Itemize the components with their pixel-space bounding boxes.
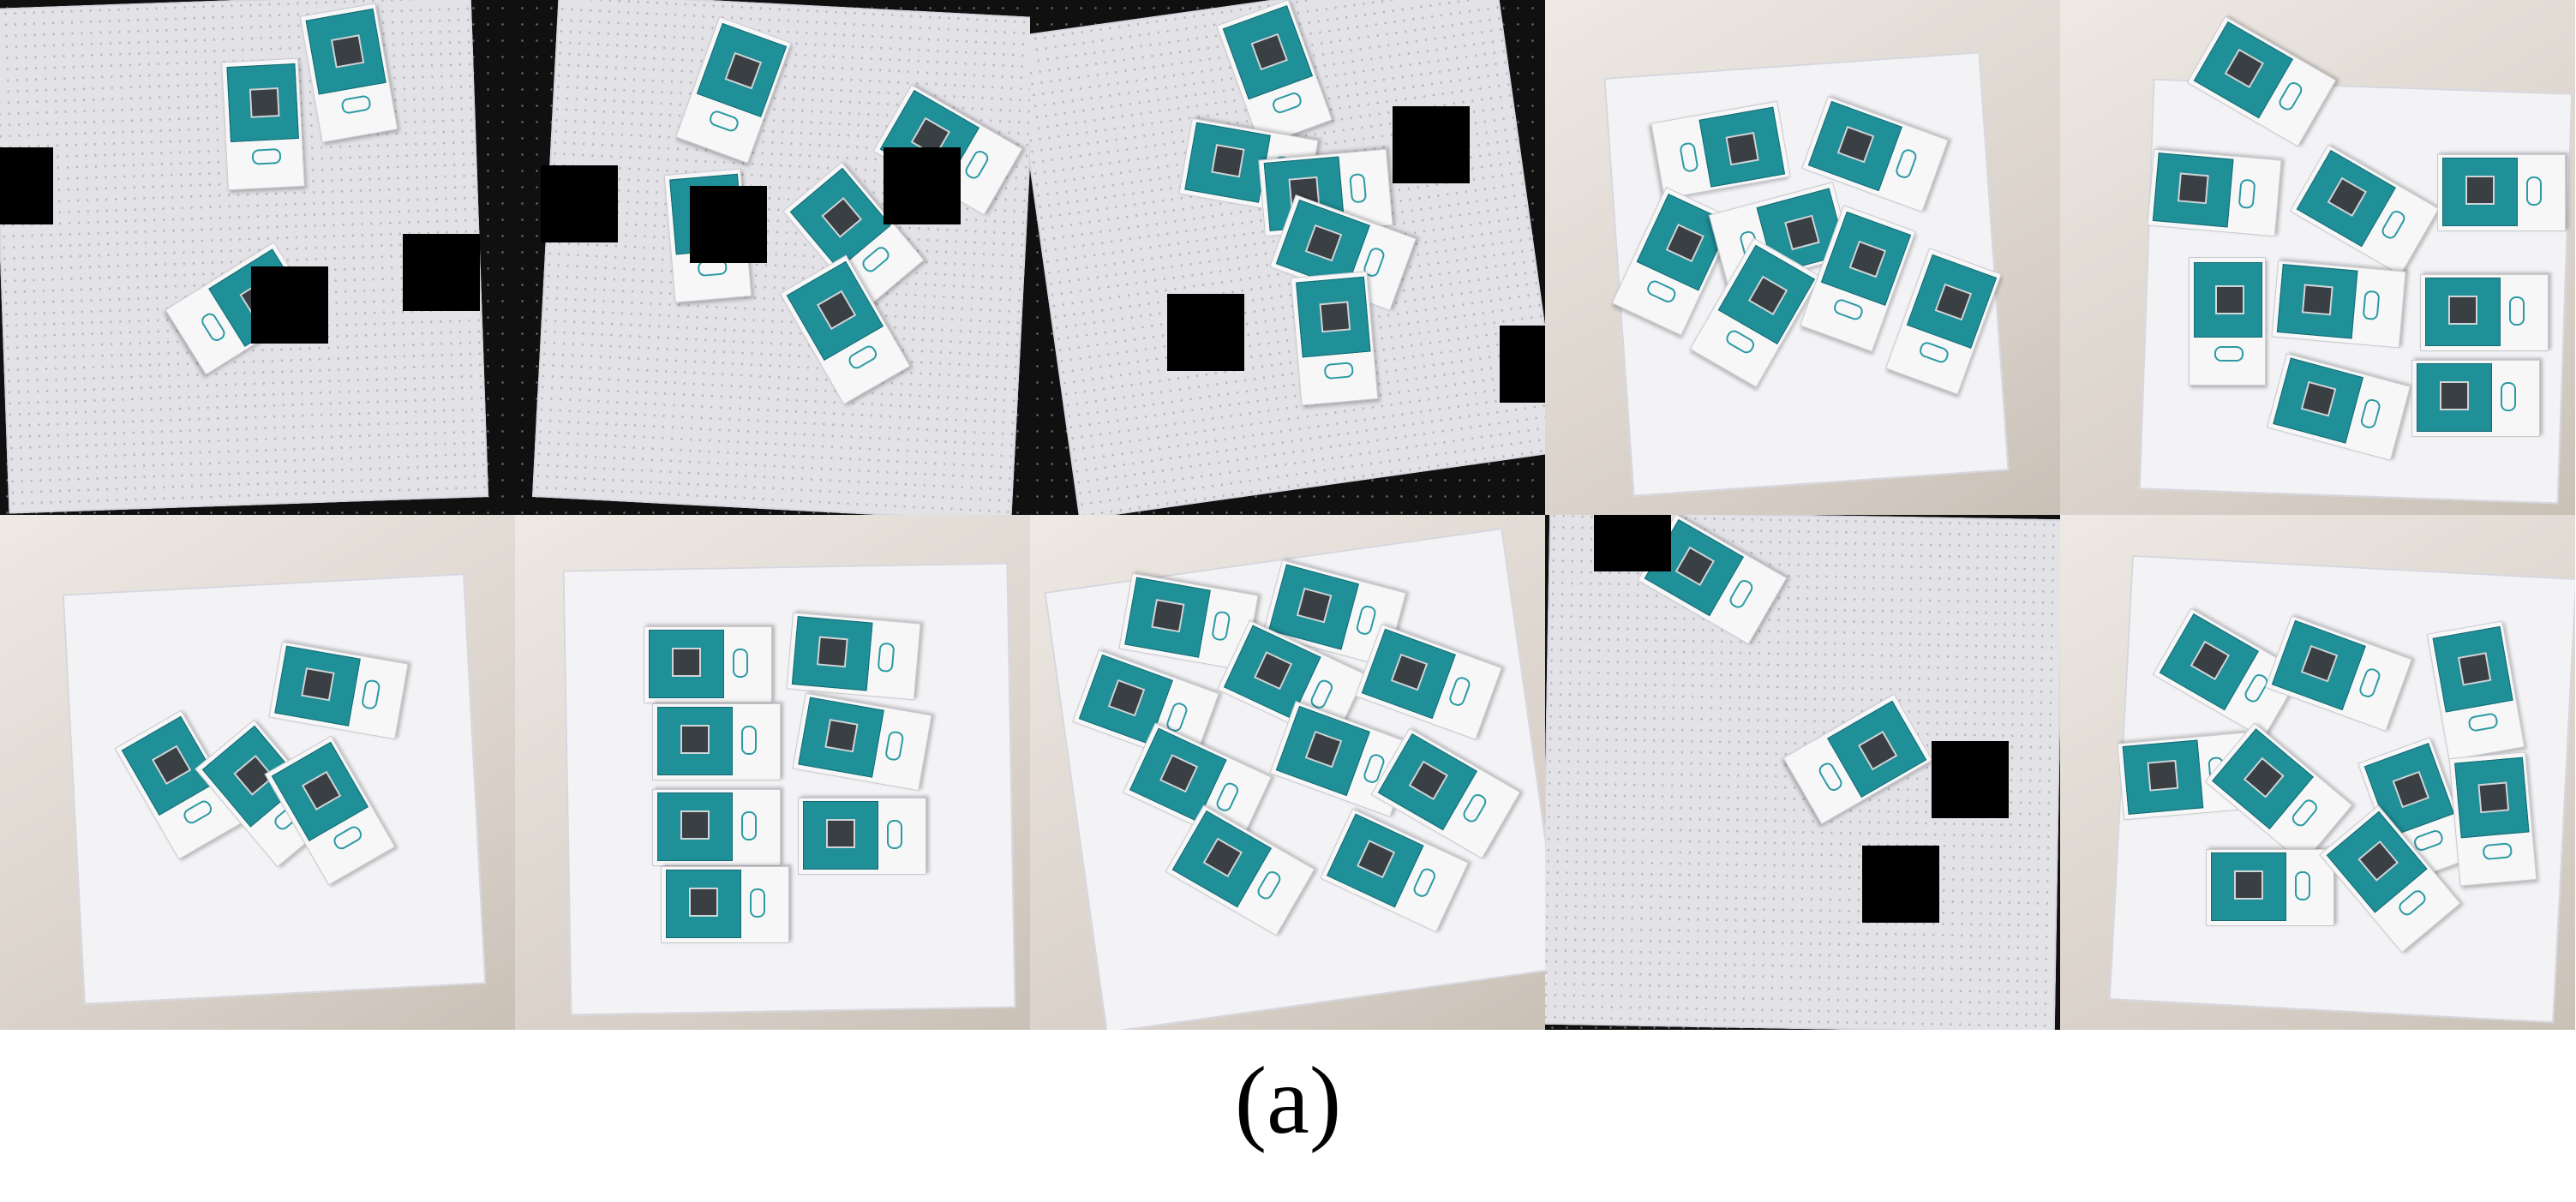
occlusion-mask: [1862, 846, 1939, 923]
tile-r2-c3: [1030, 515, 1545, 1030]
occlusion-mask: [690, 186, 767, 263]
arduino-box: [2437, 154, 2566, 231]
occlusion-mask: [1500, 326, 1545, 403]
occlusion-mask: [0, 147, 53, 224]
arduino-box: [652, 703, 781, 780]
tile-r1-c1: [0, 0, 515, 515]
tile-r2-c4: [1545, 515, 2060, 1030]
occlusion-mask: [1393, 106, 1470, 183]
image-grid: [0, 0, 2575, 1030]
tile-r1-c4: [1545, 0, 2060, 515]
arduino-box: [2189, 257, 2266, 386]
arduino-box: [661, 866, 789, 943]
arduino-box: [2271, 260, 2406, 349]
arduino-box: [798, 798, 926, 875]
occlusion-mask: [1932, 741, 2009, 818]
arduino-box: [1290, 271, 1379, 406]
arduino-box: [2206, 849, 2334, 926]
occlusion-mask: [884, 147, 961, 224]
figure-caption: (a): [1234, 1048, 1342, 1154]
arduino-box: [644, 626, 772, 703]
tile-r2-c2: [515, 515, 1030, 1030]
tile-r1-c2: [515, 0, 1030, 515]
tile-r1-c3: [1030, 0, 1545, 515]
arduino-box: [652, 789, 781, 866]
arduino-box: [2147, 148, 2282, 237]
occlusion-mask: [1594, 515, 1671, 571]
arduino-box: [786, 612, 921, 701]
arduino-box: [2411, 360, 2540, 437]
tile-r1-c5: [2060, 0, 2575, 515]
occlusion-mask: [251, 266, 328, 344]
tile-r2-c1: [0, 515, 515, 1030]
occlusion-mask: [403, 234, 480, 311]
arduino-box: [2448, 751, 2537, 887]
occlusion-mask: [1167, 294, 1244, 371]
occlusion-mask: [541, 165, 618, 242]
arduino-box: [2420, 274, 2549, 351]
tile-r2-c5: [2060, 515, 2575, 1030]
arduino-box: [221, 57, 305, 191]
